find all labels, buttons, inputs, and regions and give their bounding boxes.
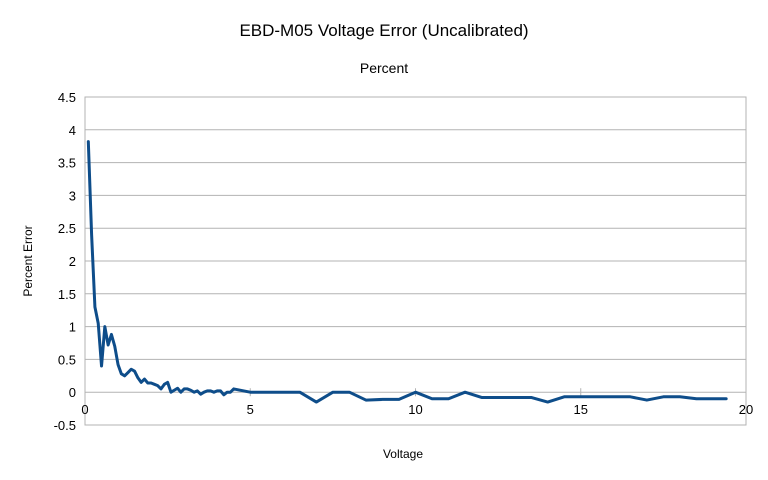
plot-area	[84, 96, 747, 426]
y-tick-label: -0.5	[54, 418, 76, 433]
y-tick-label: 0	[69, 385, 76, 400]
y-tick-label: 3	[69, 188, 76, 203]
y-axis-label: Percent Error	[21, 225, 35, 296]
y-tick-label: 1.5	[58, 287, 76, 302]
y-tick-label: 4	[69, 123, 76, 138]
series-line	[86, 140, 728, 404]
y-tick-label: 4.5	[58, 90, 76, 105]
chart-subtitle: Percent	[360, 60, 408, 76]
x-axis-label: Voltage	[383, 447, 423, 461]
y-tick-label: 0.5	[58, 352, 76, 367]
y-tick-label: 2.5	[58, 221, 76, 236]
chart-title: EBD-M05 Voltage Error (Uncalibrated)	[239, 21, 528, 40]
y-tick-label: 3.5	[58, 156, 76, 171]
x-tick-label: 15	[574, 402, 588, 417]
x-tick-label: 20	[739, 402, 753, 417]
x-tick-label: 5	[247, 402, 254, 417]
y-tick-labels: -0.5 0 0.5 1 1.5 2 2.5 3 3.5 4 4.5	[54, 90, 76, 433]
y-tick-label: 2	[69, 254, 76, 269]
x-tick-label: 0	[81, 402, 88, 417]
x-tick-label: 10	[408, 402, 422, 417]
gridlines	[84, 96, 747, 426]
x-tick-labels: 0 5 10 15 20	[81, 402, 753, 417]
y-tick-label: 1	[69, 320, 76, 335]
